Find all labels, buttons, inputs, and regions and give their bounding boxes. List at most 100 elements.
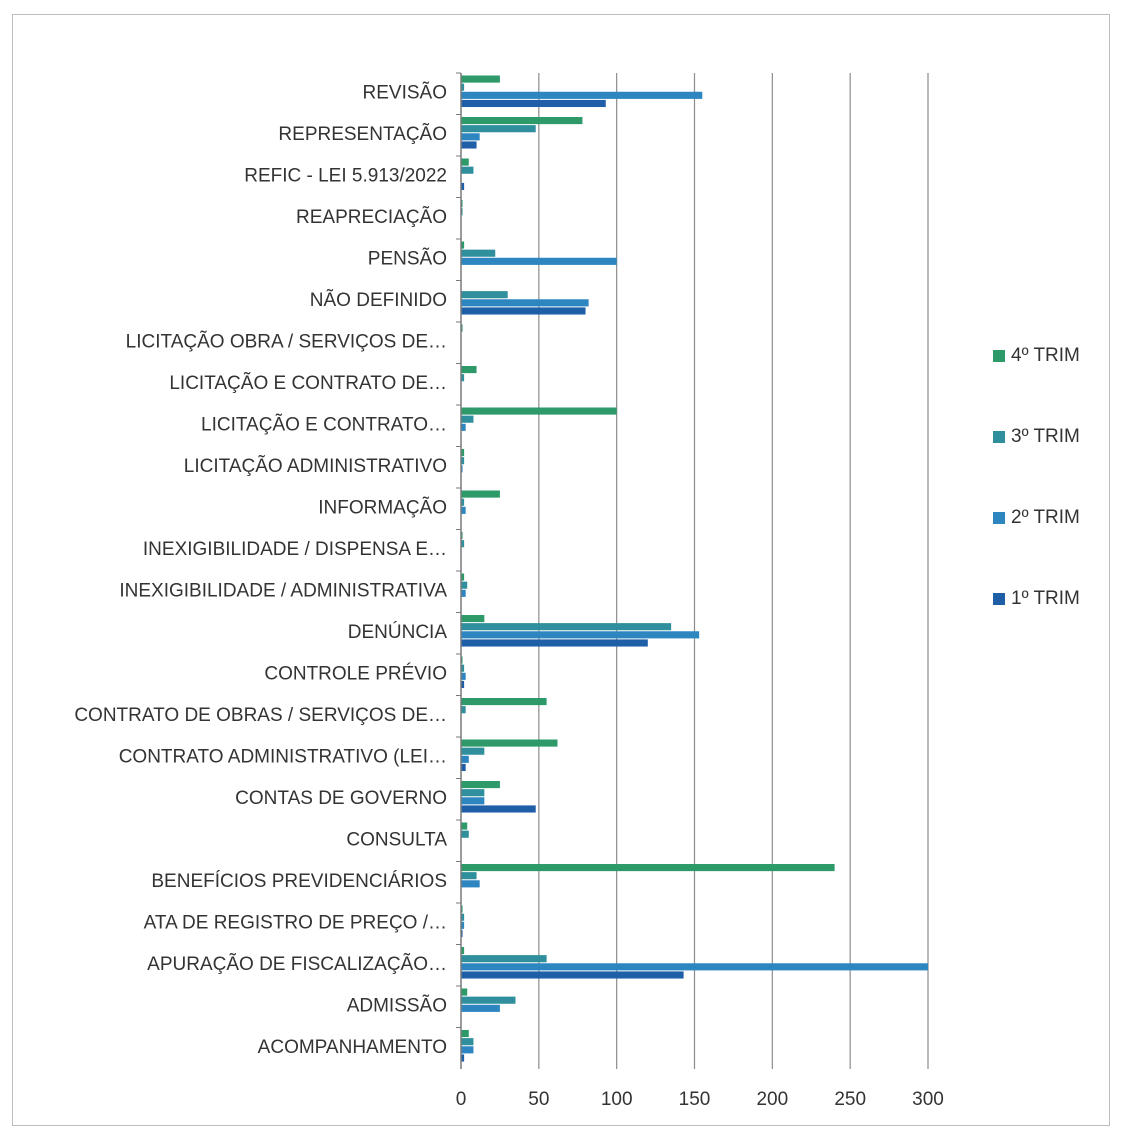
bar-3trim xyxy=(461,706,466,714)
tick-labels: 0 50 100 150 200 250 300 xyxy=(456,1089,944,1110)
bar-2trim xyxy=(461,755,469,763)
bar-3trim xyxy=(461,623,672,631)
category-label: APURAÇÃO DE FISCALIZAÇÃO… xyxy=(147,953,447,975)
bar-1trim xyxy=(461,680,465,689)
category-label: LICITAÇÃO E CONTRATO DE… xyxy=(169,372,447,394)
bar-4trim xyxy=(461,697,547,706)
bar-3trim xyxy=(461,415,474,423)
bar-3trim xyxy=(461,996,516,1004)
bar-1trim xyxy=(461,805,536,813)
bar-3trim xyxy=(461,581,468,589)
legend-swatch xyxy=(993,512,1005,524)
bar-4trim xyxy=(461,324,463,332)
bar-4trim xyxy=(461,365,477,374)
bar-4trim xyxy=(461,739,558,747)
legend-label: 4º TRIM xyxy=(1011,345,1080,366)
bar-4trim xyxy=(461,780,500,789)
bar-3trim xyxy=(461,498,465,506)
bar-2trim xyxy=(461,465,463,473)
bar-4trim xyxy=(461,905,463,913)
bar-2trim xyxy=(461,91,703,99)
x-tick-label: 250 xyxy=(834,1089,866,1110)
category-label: INEXIGIBILIDADE / DISPENSA E… xyxy=(143,539,447,560)
bar-2trim xyxy=(461,589,466,597)
category-label: REVISÃO xyxy=(363,82,447,104)
category-label: BENEFÍCIOS PREVIDENCIÁRIOS xyxy=(151,871,447,892)
category-labels: ACOMPANHAMENTO ADMISSÃO APURAÇÃO DE FISCAL… xyxy=(74,82,448,1058)
bar-4trim xyxy=(461,407,617,415)
category-label: CONTAS DE GOVERNO xyxy=(235,788,447,809)
bar-2trim xyxy=(461,880,480,888)
x-tick-label: 50 xyxy=(528,1089,549,1110)
bar-4trim xyxy=(461,614,485,623)
bar-4trim xyxy=(461,822,468,830)
bar-4trim xyxy=(461,863,835,872)
legend-swatch xyxy=(993,431,1005,443)
bar-4trim xyxy=(461,448,465,457)
bar-3trim xyxy=(461,955,547,963)
bar-2trim xyxy=(461,506,466,514)
bar-3trim xyxy=(461,789,485,797)
bar-1trim xyxy=(461,639,648,647)
category-label: NÃO DEFINIDO xyxy=(310,289,447,311)
bar-2trim xyxy=(461,299,589,307)
bar-3trim xyxy=(461,872,477,880)
bar-4trim xyxy=(461,158,469,166)
bar-2trim xyxy=(461,423,466,431)
category-label: REPRESENTAÇÃO xyxy=(278,123,447,145)
legend-label: 3º TRIM xyxy=(1011,426,1080,447)
bar-1trim xyxy=(461,141,477,149)
bar-1trim xyxy=(461,99,606,108)
gridlines xyxy=(538,73,929,1069)
legend: 4º TRIM 3º TRIM 2º TRIM 1º TRIM xyxy=(993,345,1080,609)
x-tick-label: 150 xyxy=(679,1089,711,1110)
legend-label: 2º TRIM xyxy=(1011,507,1080,528)
x-tick-label: 0 xyxy=(456,1089,467,1110)
bar-1trim xyxy=(461,929,463,938)
bar-3trim xyxy=(461,83,465,91)
bar-4trim xyxy=(461,988,468,996)
bar-1trim xyxy=(461,971,684,979)
bar-4trim xyxy=(461,116,583,125)
bar-4trim xyxy=(461,656,463,664)
bar-3trim xyxy=(461,830,469,838)
bar-1trim xyxy=(461,1054,465,1062)
bar-3trim xyxy=(461,208,463,216)
bar-4trim xyxy=(461,199,463,208)
bar-3trim xyxy=(461,664,465,672)
category-label: PENSÃO xyxy=(368,248,447,270)
bar-4trim xyxy=(461,241,465,249)
bar-4trim xyxy=(461,531,463,540)
bar-3trim xyxy=(461,125,536,133)
legend-swatch xyxy=(993,593,1005,605)
bar-2trim xyxy=(461,631,700,639)
bar-2trim xyxy=(461,1046,474,1054)
category-label: DENÚNCIA xyxy=(348,621,448,643)
category-label: CONSULTA xyxy=(346,830,447,851)
category-label: INFORMAÇÃO xyxy=(318,497,447,519)
category-label: CONTROLE PRÉVIO xyxy=(264,664,447,685)
bars xyxy=(461,75,928,1062)
bar-2trim xyxy=(461,672,466,680)
bar-1trim xyxy=(461,182,465,191)
bar-3trim xyxy=(461,374,465,382)
bar-3trim xyxy=(461,913,465,921)
bar-4trim xyxy=(461,946,465,955)
bar-4trim xyxy=(461,490,500,498)
category-label: LICITAÇÃO E CONTRATO… xyxy=(201,414,447,436)
category-label: ATA DE REGISTRO DE PREÇO /… xyxy=(144,913,447,934)
bar-2trim xyxy=(461,921,465,929)
bar-1trim xyxy=(461,307,586,315)
category-label: ACOMPANHAMENTO xyxy=(258,1037,447,1058)
axis xyxy=(456,72,462,1069)
bar-2trim xyxy=(461,963,928,971)
category-label: INEXIGIBILIDADE / ADMINISTRATIVA xyxy=(119,581,447,602)
x-tick-label: 200 xyxy=(756,1089,788,1110)
category-label: ADMISSÃO xyxy=(347,995,447,1017)
legend-label: 1º TRIM xyxy=(1011,588,1080,609)
x-tick-label: 300 xyxy=(912,1089,944,1110)
bar-3trim xyxy=(461,166,474,174)
bar-chart: ACOMPANHAMENTO ADMISSÃO APURAÇÃO DE FISCAL… xyxy=(74,72,1080,1110)
bar-2trim xyxy=(461,257,617,265)
bar-1trim xyxy=(461,763,466,772)
